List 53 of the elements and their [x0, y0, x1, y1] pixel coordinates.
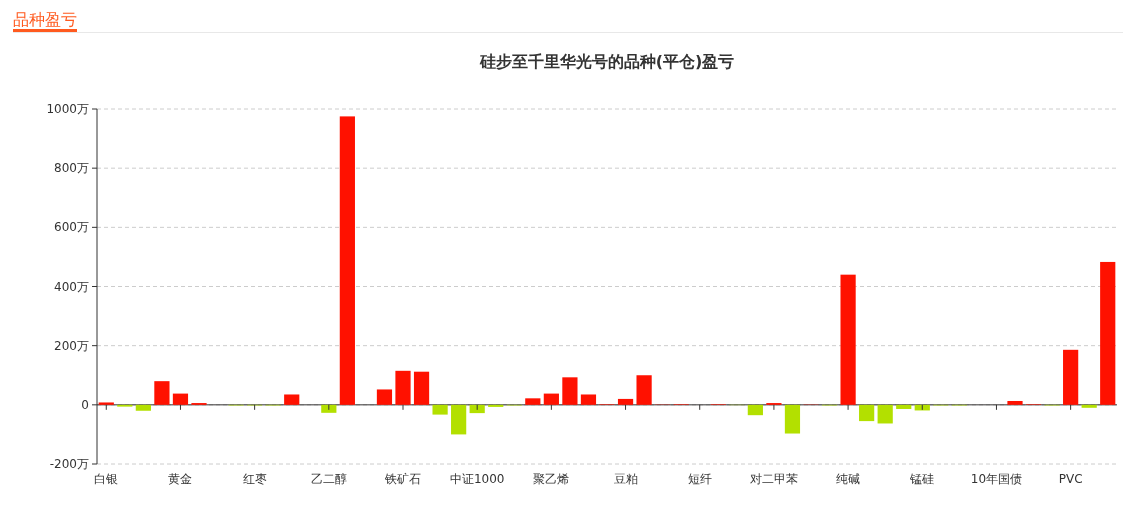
bar — [395, 370, 411, 405]
bar — [432, 404, 448, 415]
bar — [284, 394, 300, 405]
x-tick-label: 短纤 — [687, 472, 712, 486]
bar — [747, 404, 763, 416]
y-tick-label: 200万 — [54, 338, 89, 353]
bar — [840, 274, 856, 405]
bar — [525, 398, 541, 405]
bar — [413, 371, 430, 405]
bar — [172, 393, 189, 405]
bar — [896, 404, 912, 409]
x-tick-label: 锰硅 — [909, 472, 935, 486]
bar — [451, 404, 467, 435]
x-tick-label: 聚乙烯 — [533, 472, 570, 486]
bar — [469, 404, 485, 414]
x-tick-label: 中证1000 — [449, 472, 505, 486]
bar — [98, 402, 114, 405]
bar — [562, 377, 578, 405]
x-tick-label: PVC — [1058, 472, 1083, 486]
bar — [877, 404, 893, 424]
x-tick-label: 红枣 — [242, 472, 267, 486]
bar — [135, 404, 151, 411]
x-tick-label: 乙二醇 — [310, 472, 347, 486]
bar — [321, 404, 337, 413]
bar — [784, 404, 801, 434]
bar — [543, 393, 559, 405]
x-tick-label: 对二甲苯 — [749, 472, 798, 486]
bar — [636, 375, 652, 405]
x-tick-label: 白银 — [94, 472, 119, 486]
bar — [1007, 400, 1023, 405]
bar — [580, 394, 597, 405]
bar — [617, 398, 634, 405]
bar — [488, 404, 504, 407]
bar — [859, 404, 875, 422]
bar — [1063, 349, 1079, 405]
y-tick-label: 1000万 — [46, 102, 89, 116]
x-tick-label: 黄金 — [168, 472, 193, 486]
y-tick-label: 400万 — [54, 279, 89, 294]
x-tick-label: 10年国债 — [970, 472, 1023, 486]
x-tick-label: 豆粕 — [613, 472, 638, 486]
bar — [1100, 261, 1116, 405]
x-tick-label: 纯碱 — [836, 472, 861, 486]
y-tick-label: -200万 — [49, 457, 89, 471]
text: 品种盈亏 — [13, 10, 77, 29]
y-tick-label: 800万 — [54, 161, 89, 176]
x-tick-label: 铁矿石 — [384, 472, 421, 486]
chart-title: 硅步至千里华光号的品种(平仓)盈亏 — [478, 52, 735, 71]
bar — [1081, 404, 1097, 408]
bar — [339, 116, 355, 405]
y-tick-label: 600万 — [54, 220, 89, 235]
bar — [376, 389, 393, 405]
bar — [154, 381, 170, 405]
y-tick-label: 0 — [81, 397, 89, 412]
